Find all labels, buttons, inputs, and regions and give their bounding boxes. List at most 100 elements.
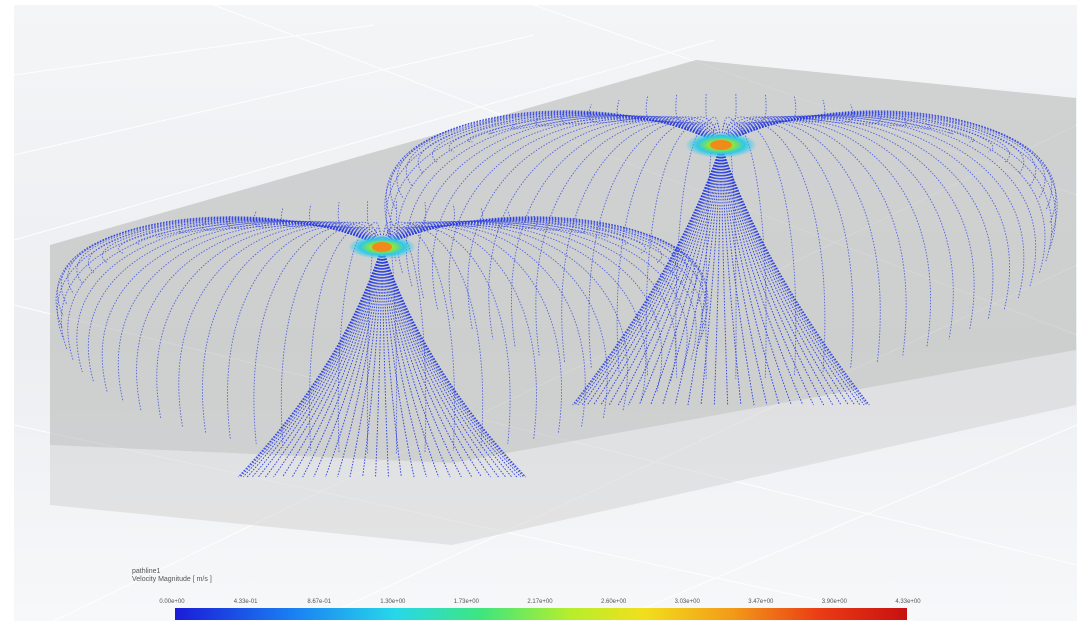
pathline (246, 246, 383, 478)
graphics-viewport[interactable]: pathline1 Velocity Magnitude [ m/s ] 0.0… (14, 5, 1077, 621)
pathline (156, 220, 383, 248)
pathline (381, 226, 511, 444)
pathline (616, 99, 722, 146)
pathline (381, 246, 482, 478)
pathline (389, 113, 722, 262)
pathline (720, 144, 755, 406)
pathline (381, 201, 398, 248)
pathline (309, 204, 383, 248)
pathline (713, 144, 722, 406)
pathline (650, 144, 722, 406)
pathline (242, 246, 383, 478)
pathline (417, 113, 722, 175)
pathline (720, 93, 737, 146)
pathline (720, 111, 1057, 249)
pathline (617, 144, 722, 406)
domain-box (50, 60, 1076, 463)
inlet-core-right (710, 140, 732, 150)
colorbar-legend: pathline1 Velocity Magnitude [ m/s ] 0.0… (132, 565, 932, 621)
pathline (720, 112, 1046, 199)
legend-subtitle: Velocity Magnitude [ m/s ] (132, 576, 212, 583)
pathline (381, 220, 562, 248)
pathline (239, 246, 383, 478)
pathline (118, 219, 383, 254)
pathline (720, 144, 742, 406)
pathline (381, 220, 586, 248)
pathline (324, 246, 383, 478)
pathline (588, 121, 722, 368)
pathline (337, 202, 383, 248)
pathline (76, 221, 383, 373)
pathline (720, 104, 854, 146)
pathline (381, 220, 608, 248)
pathline (720, 144, 768, 406)
pathline (381, 225, 586, 427)
inlet-core-left (372, 242, 392, 252)
pathline (586, 144, 722, 406)
pathline (687, 144, 722, 406)
pathline (282, 246, 383, 478)
pathline (56, 216, 383, 317)
pathline (202, 220, 383, 248)
pathline (535, 121, 722, 356)
pathline (381, 219, 628, 248)
pathline (535, 115, 722, 146)
pathline (381, 246, 525, 478)
pathline (381, 227, 427, 453)
pathline (662, 144, 722, 406)
pathline (381, 224, 608, 420)
pathline (384, 110, 722, 237)
pathline (675, 94, 722, 146)
pathline (381, 221, 688, 373)
pathline (674, 144, 722, 406)
pathline (720, 144, 870, 406)
tick-label: 3.47e+00 (748, 599, 774, 605)
tick-label: 8.67e-01 (307, 599, 332, 605)
pathline (375, 246, 383, 478)
pathline (720, 122, 797, 376)
pathline (720, 110, 1057, 224)
tick-label: 0.00e+00 (159, 599, 185, 605)
pathline (645, 122, 722, 376)
pathline (87, 218, 383, 273)
pathline (253, 211, 383, 248)
colorbar-ticks: 0.00e+00 4.33e-01 8.67e-01 1.30e+00 1.73… (159, 599, 920, 607)
pathline (313, 246, 383, 478)
pathline-scene (14, 5, 1077, 621)
pathlines (55, 93, 1058, 478)
pathline (227, 226, 383, 439)
pathline (720, 144, 792, 406)
pathline (600, 144, 722, 406)
pathline (280, 207, 383, 248)
pathline (178, 225, 383, 427)
pathline (238, 246, 383, 478)
domain-floor (50, 350, 1076, 545)
pathline (366, 201, 383, 248)
pathline (700, 144, 722, 406)
pathline (638, 144, 722, 406)
pathline (381, 246, 526, 478)
pathline (720, 144, 825, 406)
pathline (265, 246, 383, 478)
legend-title: pathline1 (132, 568, 161, 575)
pathline (720, 115, 907, 146)
pathline (396, 112, 722, 199)
pathline (381, 207, 484, 248)
pathline (381, 246, 402, 478)
pathline (381, 246, 462, 478)
tick-label: 2.17e+00 (527, 599, 553, 605)
pathline (720, 122, 826, 373)
pathline (720, 113, 994, 153)
pathline (720, 121, 854, 368)
tick-label: 4.33e-01 (233, 599, 258, 605)
pathline (362, 246, 383, 478)
pathline (381, 246, 522, 478)
tick-label: 3.90e+00 (821, 599, 847, 605)
pathline (381, 246, 518, 478)
pathline (381, 211, 511, 248)
pathline (291, 246, 383, 478)
pathline (720, 144, 849, 406)
pathline (381, 246, 506, 478)
pathline (178, 220, 383, 248)
tick-label: 1.73e+00 (453, 599, 479, 605)
